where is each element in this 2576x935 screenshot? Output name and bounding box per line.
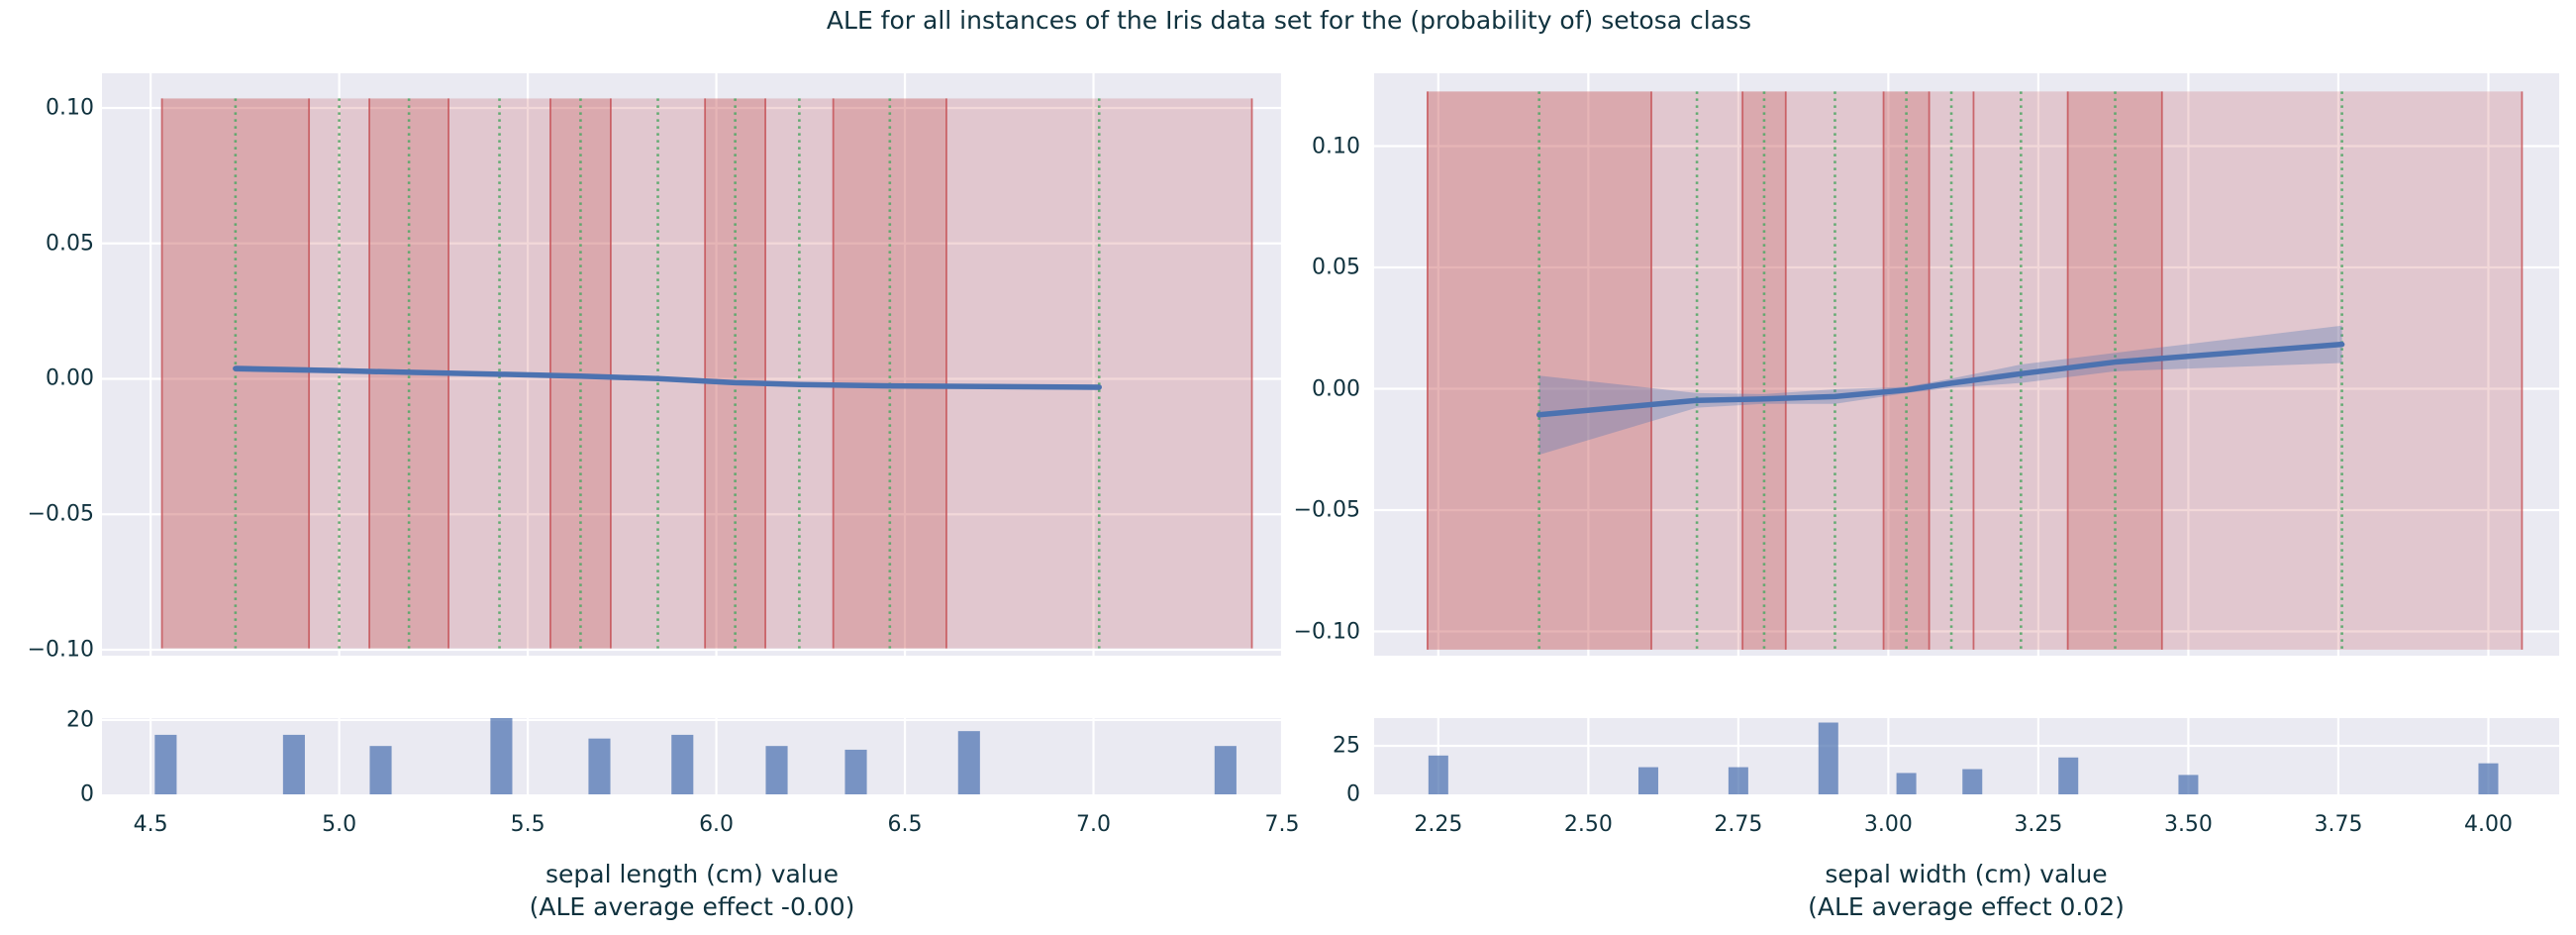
x-tick-label: 4.5 [133, 812, 168, 837]
plot-background [1374, 73, 2559, 656]
y-tick-label: −0.10 [27, 637, 94, 663]
histogram-bar [2058, 757, 2079, 794]
x-tick-label: 3.25 [2014, 812, 2063, 837]
hist-y-tick-label: 0 [80, 781, 94, 807]
ale-bin-band [765, 98, 834, 649]
y-tick-label: −0.05 [27, 501, 94, 527]
x-tick-label: 3.50 [2163, 812, 2213, 837]
ale-bin-band [945, 98, 1252, 649]
plot-background [102, 73, 1282, 656]
histogram-bar [282, 734, 305, 794]
histogram-bar [1637, 767, 1658, 794]
hist-y-tick-label: 20 [66, 707, 94, 733]
x-tick-label: 6.5 [887, 812, 923, 837]
histogram-bar [1962, 769, 1983, 794]
y-tick-label: −0.10 [1293, 619, 1360, 644]
x-tick-label: 5.5 [510, 812, 545, 837]
x-axis-sublabel-sepal-width: (ALE average effect 0.02) [1808, 892, 2125, 921]
x-tick-label: 4.00 [2463, 812, 2513, 837]
histogram-bar [1214, 746, 1237, 794]
histogram-bar [671, 734, 694, 794]
y-tick-label: 0.00 [1312, 376, 1360, 401]
hist-y-tick-label: 0 [1346, 781, 1360, 807]
x-tick-label: 3.00 [1863, 812, 1913, 837]
x-tick-label: 7.0 [1076, 812, 1112, 837]
x-tick-label: 2.50 [1563, 812, 1613, 837]
histogram-bar [1728, 767, 1748, 794]
histogram-bar [1818, 722, 1838, 794]
x-axis-sublabel-sepal-length: (ALE average effect -0.00) [529, 892, 855, 921]
x-tick-label: 5.0 [322, 812, 357, 837]
ale-bin-band [705, 98, 766, 649]
x-tick-label: 6.0 [699, 812, 735, 837]
ale-plot-sepal-length [102, 73, 1282, 656]
histogram-bar [490, 718, 513, 794]
y-tick-label: 0.10 [1312, 134, 1360, 158]
ale-line [1536, 341, 2345, 418]
ale-plot-sepal-width [1374, 73, 2559, 656]
y-tick-label: 0.10 [46, 95, 94, 121]
x-tick-label: 2.25 [1414, 812, 1463, 837]
figure-title: ALE for all instances of the Iris data s… [826, 6, 1752, 35]
y-tick-label: −0.05 [1293, 497, 1360, 523]
x-tick-label: 3.75 [2314, 812, 2363, 837]
histogram-bar [957, 731, 980, 794]
hist-y-tick-label: 25 [1333, 733, 1360, 759]
x-tick-label: 2.75 [1714, 812, 1763, 837]
histogram-bar [154, 734, 177, 794]
histogram-sepal-length [102, 718, 1282, 794]
ale-bin-band [161, 98, 310, 649]
histogram-bar [2478, 763, 2499, 794]
y-tick-label: 0.00 [46, 365, 94, 391]
y-tick-label: 0.05 [1312, 255, 1360, 280]
ale-bin-band [610, 98, 706, 649]
y-tick-label: 0.05 [46, 231, 94, 257]
x-tick-label: 7.5 [1264, 812, 1300, 837]
histogram-bar [844, 749, 867, 794]
histogram-bar [765, 746, 788, 794]
x-axis-label-sepal-length: sepal length (cm) value [545, 860, 839, 888]
histogram-bar [369, 746, 392, 794]
ale-line [233, 365, 1102, 390]
histogram-bar [1428, 755, 1448, 794]
ale-bin-band [833, 98, 946, 649]
x-axis-label-sepal-width: sepal width (cm) value [1825, 860, 2108, 888]
histogram-sepal-width [1374, 718, 2559, 794]
histogram-bar [1896, 773, 1917, 794]
histogram-bar [588, 738, 611, 794]
histogram-bar [2178, 775, 2199, 794]
